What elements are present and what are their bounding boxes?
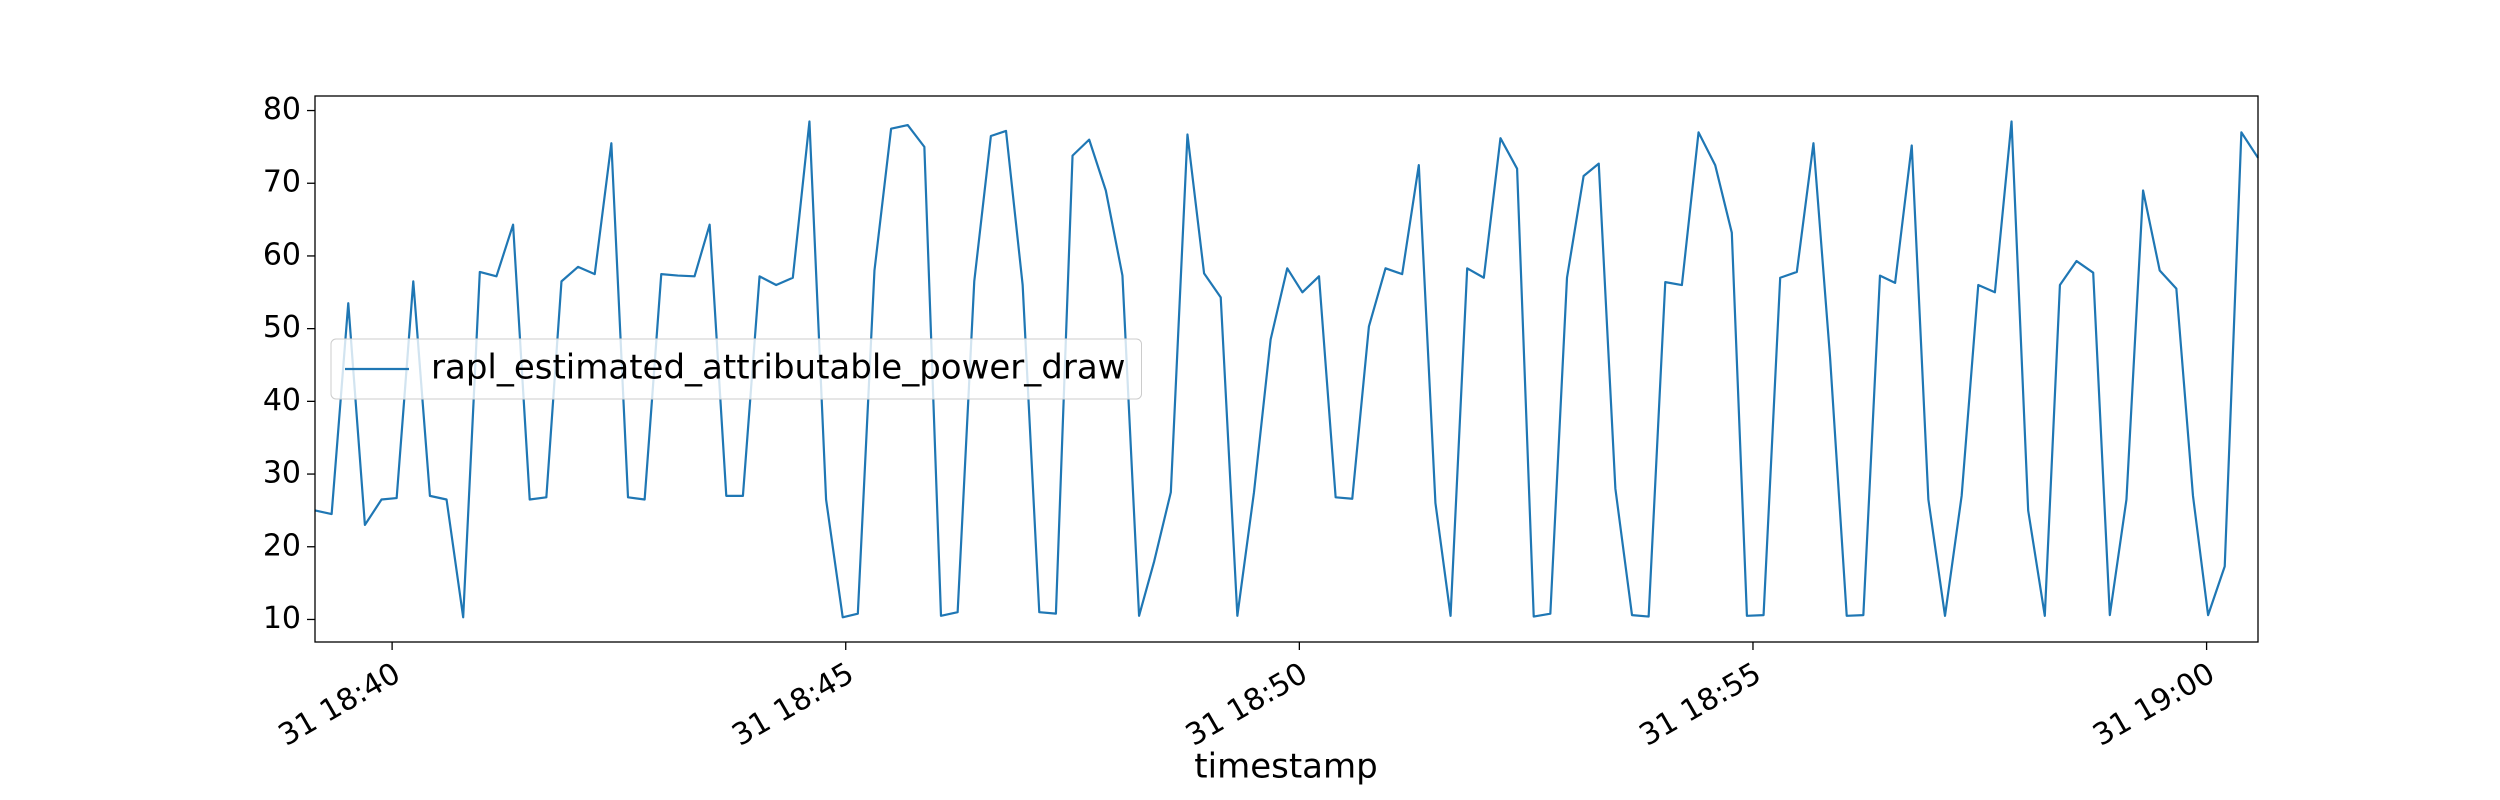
- y-tick-label: 70: [263, 165, 301, 200]
- y-tick-label: 20: [263, 528, 301, 563]
- x-tick-label: 31 18:40: [273, 656, 407, 753]
- y-tick-label: 10: [263, 601, 301, 636]
- y-tick-label: 40: [263, 383, 301, 418]
- x-tick-label: 31 18:50: [1180, 656, 1314, 753]
- x-axis-label: timestamp: [1194, 747, 1377, 787]
- x-tick-label: 31 19:00: [2087, 656, 2221, 753]
- x-tick-label: 31 18:45: [726, 656, 860, 753]
- y-tick-label: 50: [263, 310, 301, 345]
- plot-frame: [314, 95, 2259, 643]
- legend-box: [330, 338, 1142, 400]
- legend: rapl_estimated_attributable_power_draw: [330, 338, 1142, 400]
- y-tick-label: 80: [263, 92, 301, 127]
- x-tick-label: 31 18:55: [1634, 656, 1768, 753]
- legend-label: rapl_estimated_attributable_power_draw: [431, 348, 1126, 388]
- data-line: [314, 120, 2259, 619]
- y-tick-label: 30: [263, 456, 301, 491]
- y-tick-label: 60: [263, 237, 301, 272]
